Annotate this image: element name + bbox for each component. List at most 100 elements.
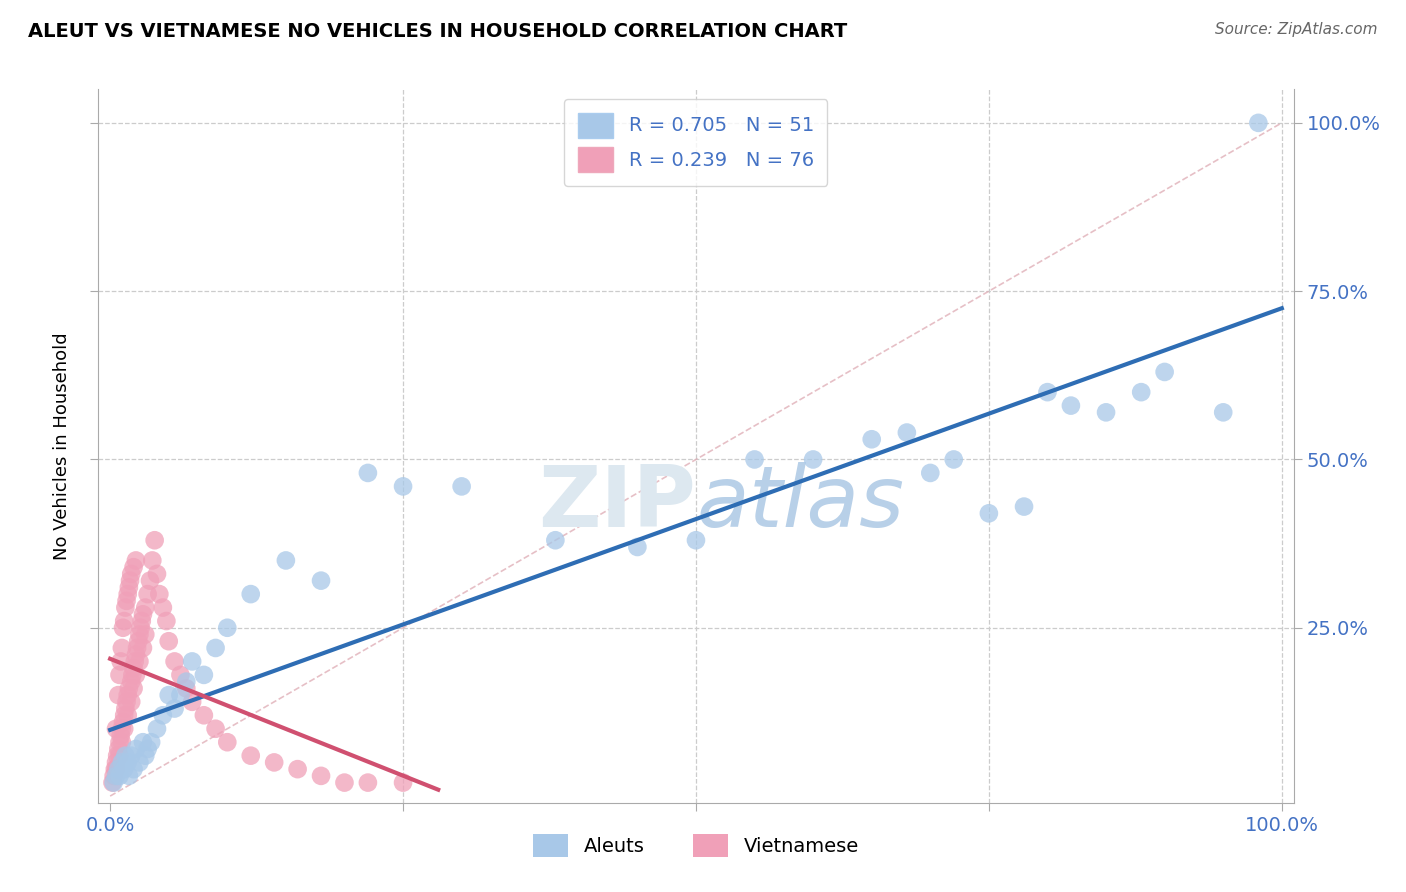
Point	[117, 708, 139, 723]
Point	[105, 769, 128, 783]
Point	[108, 748, 131, 763]
Point	[155, 614, 177, 628]
Point	[104, 762, 127, 776]
Point	[115, 594, 138, 608]
Text: ALEUT VS VIETNAMESE NO VEHICLES IN HOUSEHOLD CORRELATION CHART: ALEUT VS VIETNAMESE NO VEHICLES IN HOUSE…	[28, 22, 848, 41]
Point	[143, 533, 166, 548]
Point	[111, 756, 134, 770]
Point	[626, 540, 648, 554]
Point	[392, 775, 415, 789]
Point	[217, 621, 239, 635]
Point	[146, 566, 169, 581]
Y-axis label: No Vehicles in Household: No Vehicles in Household	[53, 332, 72, 560]
Point	[193, 668, 215, 682]
Point	[128, 627, 150, 641]
Point	[1095, 405, 1118, 419]
Point	[134, 600, 156, 615]
Point	[239, 587, 262, 601]
Point	[544, 533, 567, 548]
Point	[392, 479, 415, 493]
Point	[127, 640, 149, 655]
Point	[942, 452, 965, 467]
Point	[146, 722, 169, 736]
Point	[896, 425, 918, 440]
Point	[131, 614, 153, 628]
Point	[801, 452, 824, 467]
Point	[174, 674, 197, 689]
Point	[169, 668, 191, 682]
Point	[120, 748, 142, 763]
Point	[139, 574, 162, 588]
Point	[120, 695, 142, 709]
Point	[105, 722, 128, 736]
Point	[309, 574, 332, 588]
Point	[152, 708, 174, 723]
Point	[105, 756, 128, 770]
Point	[129, 621, 152, 635]
Point	[163, 655, 186, 669]
Text: Source: ZipAtlas.com: Source: ZipAtlas.com	[1215, 22, 1378, 37]
Legend: Aleuts, Vietnamese: Aleuts, Vietnamese	[526, 826, 866, 864]
Point	[114, 748, 136, 763]
Point	[357, 466, 380, 480]
Point	[860, 432, 883, 446]
Point	[111, 640, 134, 655]
Point	[181, 655, 204, 669]
Point	[977, 506, 1000, 520]
Point	[239, 748, 262, 763]
Point	[125, 553, 148, 567]
Text: atlas: atlas	[696, 461, 904, 545]
Text: ZIP: ZIP	[538, 461, 696, 545]
Point	[103, 775, 125, 789]
Point	[1130, 385, 1153, 400]
Point	[1247, 116, 1270, 130]
Point	[204, 722, 226, 736]
Point	[114, 600, 136, 615]
Point	[125, 648, 148, 662]
Point	[110, 655, 132, 669]
Point	[132, 640, 155, 655]
Point	[1012, 500, 1035, 514]
Point	[122, 762, 145, 776]
Point	[127, 634, 149, 648]
Point	[103, 769, 125, 783]
Point	[117, 587, 139, 601]
Point	[122, 661, 145, 675]
Point	[128, 756, 150, 770]
Point	[120, 674, 142, 689]
Point	[128, 655, 150, 669]
Point	[157, 634, 180, 648]
Point	[107, 742, 129, 756]
Point	[122, 560, 145, 574]
Point	[193, 708, 215, 723]
Point	[744, 452, 766, 467]
Point	[163, 701, 186, 715]
Point	[112, 722, 135, 736]
Point	[122, 681, 145, 696]
Point	[101, 775, 124, 789]
Point	[920, 466, 942, 480]
Point	[141, 553, 163, 567]
Point	[132, 607, 155, 622]
Point	[136, 587, 159, 601]
Point	[120, 574, 141, 588]
Point	[112, 708, 135, 723]
Point	[309, 769, 332, 783]
Point	[450, 479, 472, 493]
Point	[105, 748, 128, 763]
Point	[112, 614, 135, 628]
Point	[152, 600, 174, 615]
Point	[157, 688, 180, 702]
Point	[204, 640, 226, 655]
Point	[117, 688, 139, 702]
Point	[357, 775, 380, 789]
Point	[108, 668, 131, 682]
Point	[263, 756, 285, 770]
Point	[217, 735, 239, 749]
Point	[1036, 385, 1059, 400]
Point	[112, 714, 135, 729]
Point	[132, 735, 155, 749]
Point	[125, 668, 148, 682]
Point	[118, 681, 141, 696]
Point	[108, 769, 131, 783]
